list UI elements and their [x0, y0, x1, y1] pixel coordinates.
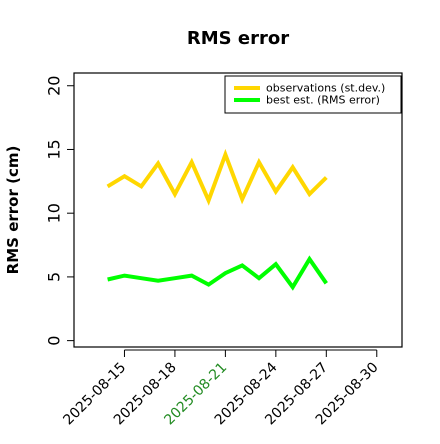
observations-line	[106, 148, 328, 206]
x-axis: 2025-08-152025-08-182025-08-212025-08-24…	[60, 349, 382, 428]
y-tick-label: 15	[45, 139, 64, 159]
y-tick-label: 0	[45, 336, 64, 346]
y-tick-label: 20	[45, 76, 64, 96]
legend: observations (st.dev.)best est. (RMS err…	[224, 75, 402, 114]
legend-label: observations (st.dev.)	[266, 82, 385, 95]
plot-frame	[73, 72, 403, 348]
best-estimate-line	[107, 255, 328, 291]
y-axis-label: RMS error (cm)	[4, 146, 22, 275]
chart-title: RMS error	[187, 28, 289, 49]
series-layer	[106, 148, 328, 291]
y-tick-label: 10	[45, 203, 64, 223]
legend-label: best est. (RMS error)	[266, 94, 380, 107]
y-tick-label: 5	[45, 272, 64, 282]
legend-box	[224, 75, 402, 114]
y-axis: 0 5 10 15 20	[45, 76, 74, 346]
